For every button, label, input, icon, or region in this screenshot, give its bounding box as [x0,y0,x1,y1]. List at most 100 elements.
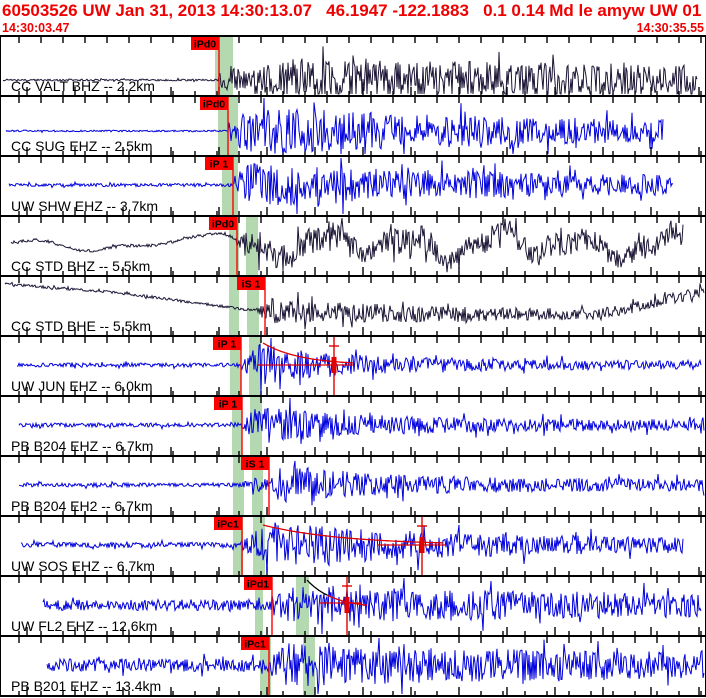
pick-flag-background[interactable] [237,277,265,290]
pick-flag-background[interactable] [241,637,269,650]
pick-flag-background[interactable] [214,397,242,410]
trace-panel-pb-b201-ehz[interactable]: iPc1 PB B201 EHZ -- 13.4km [1,635,705,695]
waveform-trace [2,46,698,95]
waveform-trace [18,460,705,506]
waveform-trace [46,637,705,695]
pick-flag[interactable]: iPc1 [214,517,242,531]
pick-flag-background[interactable] [205,157,233,170]
pick-flag[interactable]: iP 1 [214,397,242,411]
time-window-row: 14:30:03.47 14:30:35.55 [0,21,706,35]
seismogram-plot-pb-b201-ehz[interactable]: iPc1 [1,637,705,695]
coda-marker-bar [344,597,350,613]
pick-flag-label: iPd0 [212,219,234,231]
seismogram-plot-cc-std-bhe[interactable]: iS 1 [1,277,705,335]
pick-flag-label: iPc1 [244,639,266,651]
time-tick-marks [18,577,702,635]
pick-flag-label: iP 1 [210,159,229,171]
pick-uncertainty-band [233,517,243,575]
pick-flag-label: iPd1 [247,579,269,591]
trace-panel-cc-std-bhz[interactable]: iPd0 CC STD BHZ -- 5.5km [1,215,705,275]
pick-flag-label: iS 1 [242,279,261,291]
pick-flag-label: iS 1 [246,459,265,471]
coda-duration-marker[interactable] [342,577,352,635]
seismogram-plot-cc-valt-bhz[interactable]: iPd0 [1,37,705,95]
seismogram-plot-cc-sug-ehz[interactable]: iPd0 [1,97,705,155]
seismogram-plot-uw-jun-ehz[interactable]: iP 1 [1,337,705,395]
pick-flag-label: iPd0 [194,39,216,51]
pick-flag-background[interactable] [241,457,269,470]
pick-flag[interactable]: iPd0 [191,37,219,51]
pick-flag[interactable]: iPd0 [200,97,228,111]
coda-decay-curve [262,524,443,544]
pick-uncertainty-band [249,337,261,395]
pick-flag-label: iP 1 [218,339,237,351]
event-summary-line: 60503526 UW Jan 31, 2013 14:30:13.07 46.… [2,1,706,20]
waveform-trace [42,577,702,635]
seismogram-plot-pb-b204-ehz[interactable]: iP 1 [1,397,705,455]
station-label: CC VALT BHZ -- 2.2km [11,78,155,94]
station-label: PB B204 EH2 -- 6.7km [11,498,153,514]
pick-uncertainty-band [246,217,258,275]
station-label: PB B204 EHZ -- 6.7km [11,438,154,454]
coda-marker-bar [331,357,337,373]
waveform-trace [18,397,705,444]
coda-duration-marker[interactable] [417,517,427,575]
seismogram-plot-cc-std-bhz[interactable]: iPd0 [1,217,705,275]
waveform-trace [16,337,702,395]
trace-panel-cc-sug-ehz[interactable]: iPd0 CC SUG EHZ -- 2.5km [1,95,705,155]
trace-panel-uw-shw-ehz[interactable]: iP 1 UW SHW EHZ -- 3.7km [1,155,705,215]
coda-duration-marker[interactable] [329,337,339,395]
pick-flag-background[interactable] [244,577,272,590]
pick-flag-background[interactable] [191,37,219,50]
seismogram-plot-uw-sos-ehz[interactable]: iPc1 [1,517,705,575]
pick-flag[interactable]: iPd1 [244,577,272,591]
pick-flag[interactable]: iS 1 [241,457,269,471]
waveform-trace [4,281,705,330]
pick-uncertainty-band [255,577,263,635]
window-start-time: 14:30:03.47 [2,21,70,35]
pick-flag-label: iPd0 [203,99,225,111]
trace-panel-uw-sos-ehz[interactable]: iPc1 UW SOS EHZ -- 6.7km [1,515,705,575]
pick-flag[interactable]: iP 1 [213,337,241,351]
seismogram-plot-uw-fl2-ehz[interactable]: iPd1 [1,577,705,635]
pick-flag-background[interactable] [209,217,237,230]
pick-flag[interactable]: iP 1 [205,157,233,171]
seismogram-plot-pb-b204-eh2[interactable]: iS 1 [1,457,705,515]
seismogram-panel-stack: iPd0 CC VALT BHZ -- 2.2km iPd0 CC SUG EHZ -… [0,35,706,697]
station-label: PB B201 EHZ -- 13.4km [11,678,162,694]
station-label: CC STD BHE -- 5.5km [11,318,152,334]
seismogram-plot-uw-shw-ehz[interactable]: iP 1 [1,157,705,215]
trace-panel-pb-b204-eh2[interactable]: iS 1 PB B204 EH2 -- 6.7km [1,455,705,515]
waveform-trace [5,97,664,155]
trace-panel-cc-valt-bhz[interactable]: iPd0 CC VALT BHZ -- 2.2km [1,35,705,95]
pick-flag-background[interactable] [213,337,241,350]
trace-panel-uw-fl2-ehz[interactable]: iPd1 UW FL2 EHZ -- 12.6km [1,575,705,635]
station-label: UW JUN EHZ -- 6.0km [11,378,153,394]
station-label: UW FL2 EHZ -- 12.6km [11,618,158,634]
time-tick-marks [18,457,702,515]
time-tick-marks [18,217,702,275]
station-label: CC SUG EHZ -- 2.5km [11,138,153,154]
station-label: UW SOS EHZ -- 6.7km [11,558,155,574]
pick-flag[interactable]: iPc1 [241,637,269,651]
coda-marker-bar [419,537,425,553]
station-label: UW SHW EHZ -- 3.7km [11,198,158,214]
pick-flag-background[interactable] [214,517,242,530]
pick-flag[interactable]: iPd0 [209,217,237,231]
pick-uncertainty-band [229,277,239,335]
window-end-time: 14:30:35.55 [636,21,704,35]
pick-flag-background[interactable] [200,97,228,110]
waveform-trace [10,217,684,273]
time-tick-marks [18,517,702,575]
pick-uncertainty-band [247,277,259,335]
trace-panel-pb-b204-ehz[interactable]: iP 1 PB B204 EHZ -- 6.7km [1,395,705,455]
time-tick-marks [18,97,702,155]
time-tick-marks [18,397,702,455]
trace-panel-uw-jun-ehz[interactable]: iP 1 UW JUN EHZ -- 6.0km [1,335,705,395]
pick-flag-label: iP 1 [219,399,238,411]
waveform-trace [20,522,684,575]
coda-decay-curve [262,342,353,364]
time-tick-marks [18,277,702,335]
trace-panel-cc-std-bhe[interactable]: iS 1 CC STD BHE -- 5.5km [1,275,705,335]
pick-flag[interactable]: iS 1 [237,277,265,291]
